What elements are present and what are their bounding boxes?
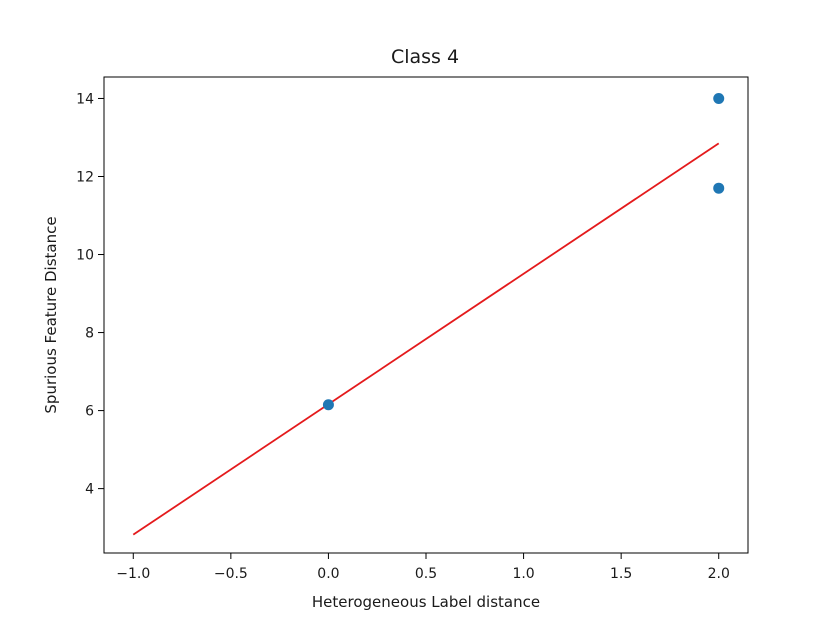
chart-title: Class 4 xyxy=(391,46,459,68)
y-tick-label: 6 xyxy=(85,404,94,420)
y-tick-label: 10 xyxy=(76,248,94,264)
data-marks xyxy=(132,92,725,536)
x-tick-label: 1.0 xyxy=(512,566,534,582)
y-tick-label: 12 xyxy=(76,169,94,185)
y-tick-label: 8 xyxy=(85,326,94,342)
scatter-point xyxy=(713,92,725,104)
regression-line xyxy=(132,142,720,536)
plot-area-frame xyxy=(103,76,749,554)
y-tick-label: 4 xyxy=(85,482,94,498)
y-tick-label: 14 xyxy=(76,91,94,107)
x-tick-label: 1.5 xyxy=(610,566,632,582)
x-tick-label: −1.0 xyxy=(116,566,150,582)
axis-ticks: −1.0 −0.5 0.0 0.5 1.0 1.5 2.0 4 6 8 10 12 14 xyxy=(76,91,730,582)
x-tick-label: −0.5 xyxy=(214,566,248,582)
x-tick-label: 2.0 xyxy=(708,566,730,582)
x-tick-label: 0.5 xyxy=(415,566,437,582)
x-tick-label: 0.0 xyxy=(317,566,339,582)
scatter-point xyxy=(713,182,725,194)
scatter-point xyxy=(322,399,334,411)
y-axis-label: Spurious Feature Distance xyxy=(42,216,60,413)
x-axis-label: Heterogeneous Label distance xyxy=(312,593,540,611)
